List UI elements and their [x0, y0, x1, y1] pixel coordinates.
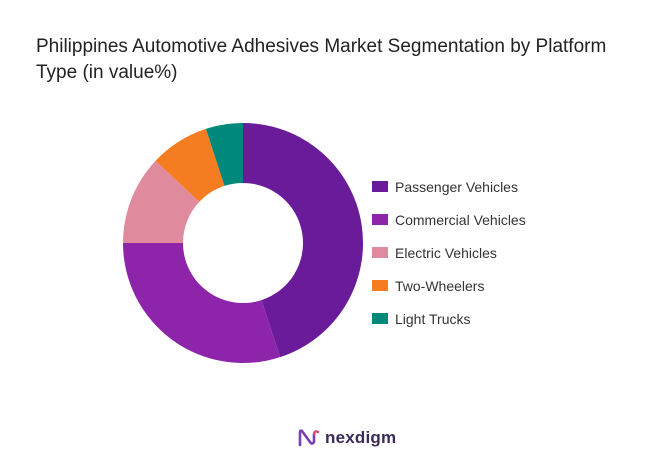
- nexdigm-logo: nexdigm: [298, 428, 396, 448]
- slice-two-wheelers: [155, 128, 225, 202]
- legend-swatch: [372, 181, 388, 192]
- legend-item-light-trucks: Light Trucks: [372, 302, 526, 335]
- slice-electric-vehicles: [123, 160, 200, 243]
- chart-legend: Passenger Vehicles Commercial Vehicles Ele…: [372, 170, 526, 335]
- legend-swatch: [372, 280, 388, 291]
- legend-label: Passenger Vehicles: [395, 178, 518, 195]
- legend-item-electric-vehicles: Electric Vehicles: [372, 236, 526, 269]
- legend-label: Light Trucks: [395, 310, 471, 327]
- nexdigm-logo-icon: [298, 429, 320, 447]
- legend-swatch: [372, 214, 388, 225]
- legend-label: Electric Vehicles: [395, 244, 497, 261]
- chart-title: Philippines Automotive Adhesives Market …: [36, 36, 607, 83]
- legend-item-commercial-vehicles: Commercial Vehicles: [372, 203, 526, 236]
- legend-label: Commercial Vehicles: [395, 211, 526, 228]
- legend-swatch: [372, 313, 388, 324]
- legend-item-passenger-vehicles: Passenger Vehicles: [372, 170, 526, 203]
- legend-item-two-wheelers: Two-Wheelers: [372, 269, 526, 302]
- slice-commercial-vehicles: [123, 243, 281, 363]
- slice-passenger-vehicles: [243, 123, 363, 358]
- legend-swatch: [372, 247, 388, 258]
- legend-label: Two-Wheelers: [395, 277, 485, 294]
- logo-text: nexdigm: [325, 428, 397, 447]
- slice-light-trucks: [205, 123, 243, 186]
